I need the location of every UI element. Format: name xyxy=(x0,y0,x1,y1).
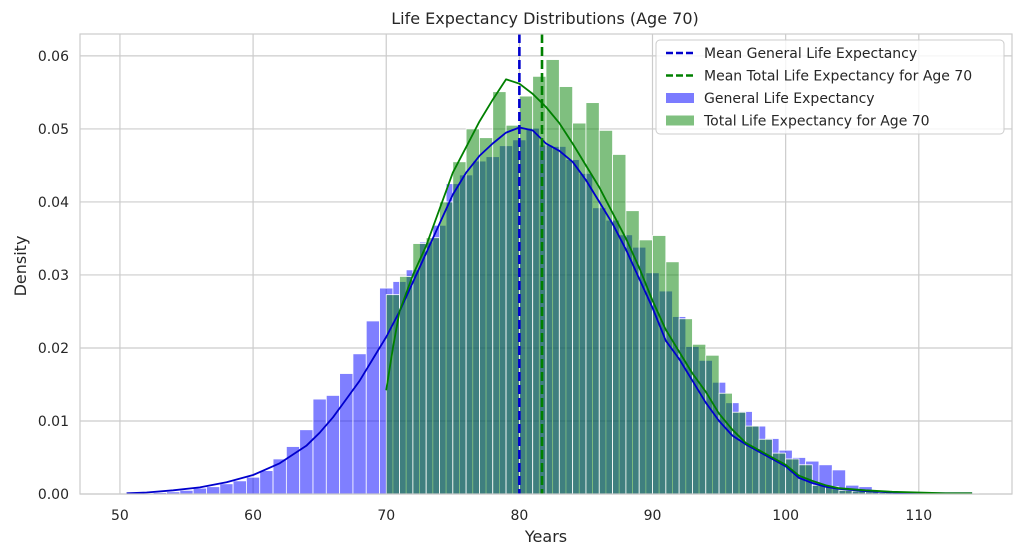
legend-entry: Total Life Expectancy for Age 70 xyxy=(666,114,930,130)
legend-label: Mean General Life Expectancy xyxy=(704,46,917,62)
y-tick-label: 0.02 xyxy=(38,341,69,357)
histogram-bar xyxy=(718,392,733,495)
histogram-bar xyxy=(219,483,234,495)
x-tick-label: 90 xyxy=(644,508,662,524)
histogram-bar xyxy=(232,480,247,495)
y-tick-label: 0.01 xyxy=(38,414,69,430)
histogram-bar xyxy=(425,237,440,495)
histogram-bar xyxy=(665,261,680,495)
mean-lines xyxy=(518,34,544,494)
histogram-bar xyxy=(598,129,613,495)
histogram-bar xyxy=(745,425,760,495)
histogram-bar xyxy=(299,429,314,495)
histogram-bar xyxy=(678,318,693,495)
legend-box xyxy=(655,39,1005,135)
histogram-bar xyxy=(652,235,667,495)
histogram-bar xyxy=(758,438,773,495)
legend-label: Mean Total Life Expectancy for Age 70 xyxy=(704,69,972,85)
legend-patch-swatch xyxy=(666,93,694,103)
histogram-bar xyxy=(312,398,327,495)
histogram-bar xyxy=(585,102,600,495)
kde-curve-general xyxy=(126,126,973,495)
x-tick-label: 60 xyxy=(244,508,262,524)
kde-curve-total xyxy=(385,78,973,495)
histogram-bar xyxy=(532,75,547,495)
chart-title: Life Expectancy Distributions (Age 70) xyxy=(391,9,699,28)
kde-curves xyxy=(126,78,973,495)
histogram-bar xyxy=(638,239,653,495)
histogram-bar xyxy=(732,411,747,495)
legend-label: General Life Expectancy xyxy=(704,91,875,107)
y-tick-label: 0.04 xyxy=(38,195,69,211)
x-tick-label: 50 xyxy=(111,508,129,524)
histogram-series-total xyxy=(385,59,973,495)
axes xyxy=(79,33,1013,495)
histogram-bar xyxy=(479,137,494,495)
histogram-bar xyxy=(206,486,221,495)
legend-entry: General Life Expectancy xyxy=(666,91,875,107)
legend-entry: Mean Total Life Expectancy for Age 70 xyxy=(666,69,972,85)
x-tick-label: 80 xyxy=(510,508,528,524)
histogram-bar xyxy=(705,354,720,495)
legend-label: Total Life Expectancy for Age 70 xyxy=(703,114,930,130)
histogram-bar xyxy=(246,476,261,495)
histogram-bar xyxy=(518,95,534,495)
y-tick-label: 0.05 xyxy=(38,122,69,138)
y-axis-label: Density xyxy=(11,236,30,297)
x-tick-label: 70 xyxy=(377,508,395,524)
y-tick-label: 0.06 xyxy=(38,49,69,65)
histogram-bar xyxy=(259,470,274,495)
histogram-bar xyxy=(545,59,560,495)
histogram-bar xyxy=(192,487,207,495)
histogram-bar xyxy=(465,128,480,495)
histogram-bar xyxy=(612,154,627,495)
plot-frame xyxy=(79,33,1013,495)
x-tick-label: 100 xyxy=(772,508,799,524)
histogram-bar xyxy=(365,320,380,495)
histogram-bar xyxy=(439,201,454,495)
legend-entry: Mean General Life Expectancy xyxy=(666,46,917,62)
histogram-bars xyxy=(126,59,980,495)
histogram-bar xyxy=(505,124,520,495)
x-axis-label: Years xyxy=(524,527,567,546)
legend: Mean General Life Expectancy Mean Total L… xyxy=(655,39,1005,135)
histogram-bar xyxy=(692,343,707,495)
legend-patch-swatch xyxy=(666,115,694,126)
histogram-bar xyxy=(492,91,507,495)
histogram-bar xyxy=(452,161,467,495)
tick-labels: 50 60 70 80 90 100 110 0.00 0.01 0.02 0.03 0.04 0.05… xyxy=(38,49,932,524)
histogram-bar xyxy=(558,86,574,495)
histogram-bar xyxy=(412,243,427,495)
y-tick-label: 0.00 xyxy=(38,487,69,503)
x-tick-label: 110 xyxy=(905,508,932,524)
y-tick-label: 0.03 xyxy=(38,268,69,284)
